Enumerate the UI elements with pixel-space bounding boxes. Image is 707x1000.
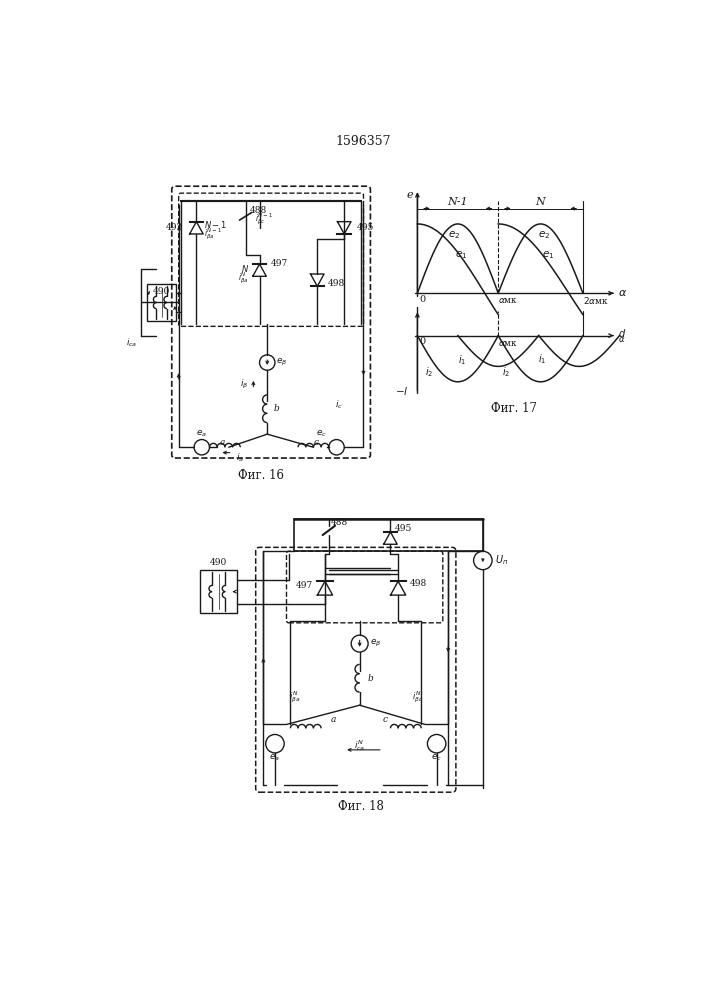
Text: a: a	[219, 438, 225, 447]
Text: $i^{N-1}_{\beta a}$: $i^{N-1}_{\beta a}$	[204, 226, 222, 242]
Text: $U_п$: $U_п$	[495, 554, 508, 567]
Text: $\alpha$: $\alpha$	[618, 288, 627, 298]
Text: e: e	[406, 190, 413, 200]
Text: 495: 495	[395, 524, 412, 533]
Text: 0: 0	[420, 295, 426, 304]
Text: $i_1$: $i_1$	[538, 352, 547, 366]
Text: a: a	[331, 715, 337, 724]
Text: $i^N_{ca}$: $i^N_{ca}$	[354, 738, 366, 753]
Text: $i_{ca}$: $i_{ca}$	[127, 336, 138, 349]
Text: $i^{N-1}_{\beta c}$: $i^{N-1}_{\beta c}$	[255, 212, 273, 227]
Text: 490: 490	[210, 558, 228, 567]
Text: Фиг. 17: Фиг. 17	[491, 402, 537, 415]
Text: $e_1$: $e_1$	[542, 249, 554, 261]
Text: 488: 488	[250, 206, 267, 215]
Text: $e_\beta$: $e_\beta$	[370, 638, 382, 649]
Bar	[147, 284, 176, 321]
Text: $2\alpha$мк: $2\alpha$мк	[583, 295, 609, 306]
Text: $d$: $d$	[618, 327, 626, 339]
Text: $e_c$: $e_c$	[315, 429, 327, 439]
Text: $e_\beta$: $e_\beta$	[276, 357, 288, 368]
Text: $e_c$: $e_c$	[431, 752, 442, 763]
Text: 495: 495	[356, 223, 374, 232]
Text: 493: 493	[165, 223, 182, 232]
Text: Фиг. 18: Фиг. 18	[338, 800, 384, 813]
Text: 1596357: 1596357	[335, 135, 390, 148]
Text: $e_a$: $e_a$	[197, 429, 207, 439]
Text: $i_2$: $i_2$	[425, 366, 433, 379]
Text: $i_2$: $i_2$	[502, 366, 510, 379]
Text: c: c	[313, 438, 318, 447]
Text: N: N	[536, 197, 546, 207]
Text: 488: 488	[330, 518, 348, 527]
Text: $i^N_{\beta a}$: $i^N_{\beta a}$	[238, 270, 249, 286]
Text: 498: 498	[409, 579, 427, 588]
Text: 497: 497	[270, 259, 288, 268]
Bar	[294, 519, 483, 551]
Text: $-l$: $-l$	[395, 385, 408, 397]
Text: $i_c$: $i_c$	[335, 399, 343, 411]
Text: $i^N_{\beta a}$: $i^N_{\beta a}$	[288, 690, 300, 705]
Text: $i_\beta$: $i_\beta$	[240, 378, 248, 391]
Text: $e_a$: $e_a$	[269, 752, 281, 763]
Text: $e_2$: $e_2$	[538, 230, 551, 241]
Text: 0: 0	[420, 337, 426, 346]
Text: $N-1$: $N-1$	[204, 219, 227, 230]
Text: $i_a$: $i_a$	[236, 451, 245, 464]
Text: b: b	[274, 404, 279, 413]
Text: b: b	[368, 674, 373, 683]
Text: $e_2$: $e_2$	[448, 230, 460, 241]
Text: $i_1$: $i_1$	[457, 353, 466, 367]
Text: $N$: $N$	[240, 263, 249, 274]
Text: 497: 497	[296, 581, 313, 590]
Text: c: c	[382, 715, 387, 724]
Bar	[200, 570, 238, 613]
Text: 498: 498	[328, 279, 345, 288]
Text: $\alpha$: $\alpha$	[618, 335, 625, 344]
Text: $\alpha$мк: $\alpha$мк	[498, 296, 519, 305]
Text: $i^N_{\beta c}$: $i^N_{\beta c}$	[411, 690, 423, 705]
Text: $e_1$: $e_1$	[455, 249, 468, 261]
Text: 490: 490	[153, 287, 170, 296]
Text: $\alpha$мк: $\alpha$мк	[498, 339, 519, 348]
Text: N-1: N-1	[448, 197, 468, 207]
Text: Фиг. 16: Фиг. 16	[238, 469, 284, 482]
